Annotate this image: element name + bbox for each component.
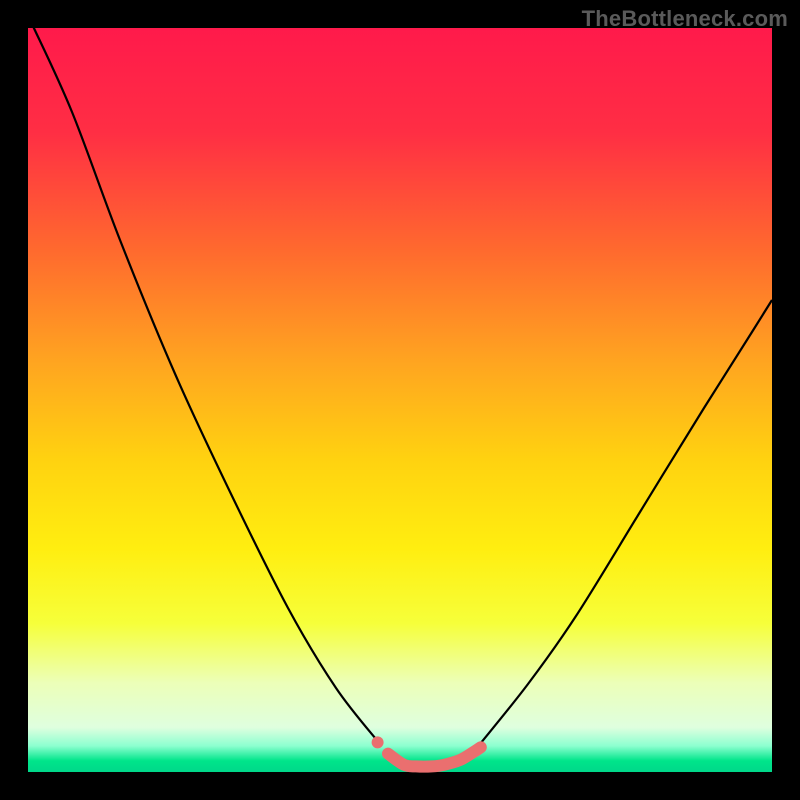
chart-svg (0, 0, 800, 800)
squiggle-dot (372, 736, 384, 748)
chart-inner-area (28, 28, 772, 772)
bottleneck-chart: TheBottleneck.com (0, 0, 800, 800)
